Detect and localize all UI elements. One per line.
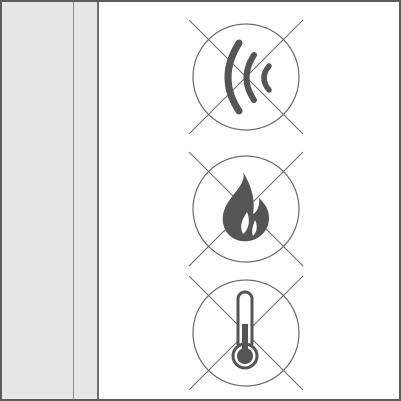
radio-waves-icon	[224, 39, 272, 115]
no-fire-symbol	[187, 150, 305, 268]
no-temperature-symbol	[187, 274, 305, 392]
flame-icon	[222, 172, 269, 242]
side-panel-outer	[2, 2, 74, 399]
side-panel-inner	[74, 2, 99, 399]
thermometer-icon	[231, 290, 259, 370]
no-radio-waves-symbol	[187, 18, 305, 136]
